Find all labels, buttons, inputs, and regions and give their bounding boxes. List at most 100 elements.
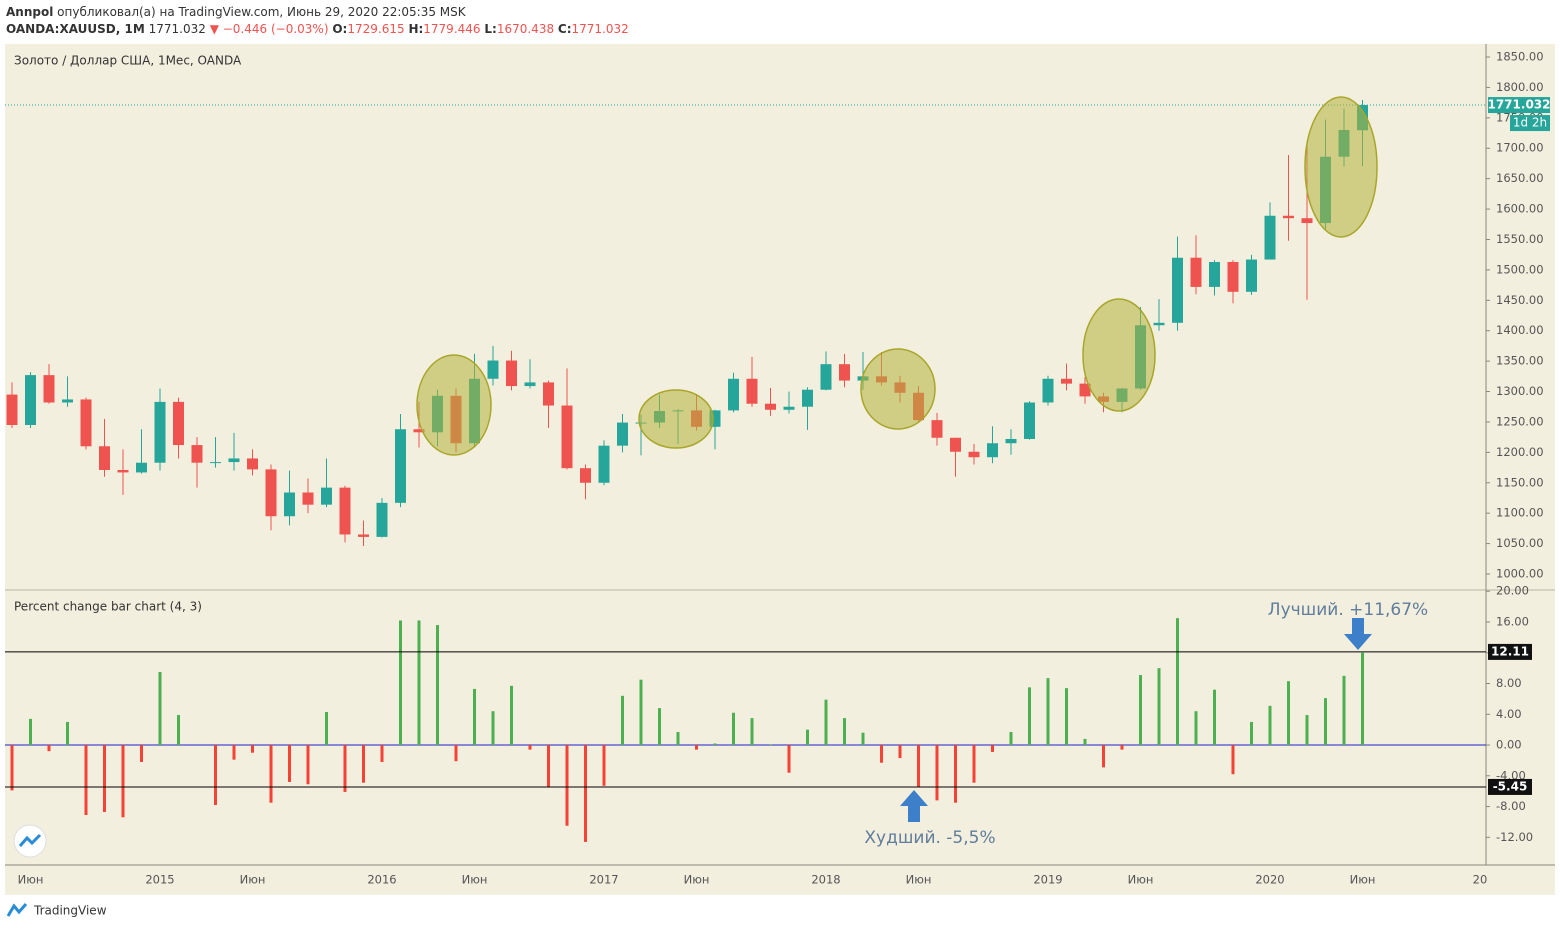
candle-body	[1061, 378, 1072, 384]
candle-body	[1209, 261, 1220, 287]
footer-brand: TradingView	[33, 904, 107, 918]
bar	[713, 743, 717, 746]
bar	[1231, 745, 1235, 775]
x-tick-label: 2015	[145, 873, 174, 887]
x-tick-label: Июн	[462, 873, 488, 887]
candle-body	[228, 458, 240, 463]
candle-body	[1153, 322, 1165, 326]
arrow-up	[900, 790, 928, 822]
bar	[214, 745, 217, 806]
candle-body	[1190, 257, 1202, 287]
candle-body	[284, 492, 295, 517]
candle-body	[43, 375, 55, 403]
bar	[1176, 618, 1179, 746]
candle-body	[820, 364, 832, 390]
candle-body	[524, 382, 536, 387]
bar	[861, 732, 865, 746]
time-axis-background	[5, 865, 1555, 895]
candle-body	[1079, 383, 1091, 397]
bar	[1028, 687, 1031, 746]
candle-body	[487, 360, 499, 379]
bar	[325, 711, 328, 746]
price-axis-background	[1486, 44, 1555, 865]
candle-body	[154, 401, 166, 463]
y-tick-label: 1050.00	[1496, 536, 1544, 550]
bar	[787, 745, 791, 773]
y-tick-label: 1500.00	[1496, 262, 1544, 276]
l-label: L:	[484, 22, 496, 36]
bar	[306, 745, 310, 785]
candle-body	[395, 429, 406, 503]
candle-body	[265, 469, 277, 517]
bar	[10, 745, 14, 791]
candle-body	[1042, 378, 1054, 403]
y-tick-label: 20.00	[1496, 584, 1529, 598]
bar	[29, 718, 32, 746]
bar	[954, 745, 957, 803]
y-tick-label: -4.00	[1496, 768, 1526, 782]
candle-body	[302, 492, 314, 505]
bar	[1083, 738, 1087, 746]
bar	[1213, 689, 1216, 746]
candle-body	[598, 445, 610, 483]
candle-body	[1264, 215, 1276, 260]
bar	[676, 731, 680, 746]
bar	[917, 745, 920, 788]
annotation: Лучший. +11,67%	[1268, 600, 1428, 620]
y-tick-label: 1800.00	[1496, 80, 1544, 94]
candle-body	[968, 451, 980, 458]
pane-title: Percent change bar chart (4, 3)	[14, 600, 202, 614]
bar	[47, 745, 51, 752]
candle-body	[321, 487, 332, 505]
arrow-down	[1344, 618, 1372, 650]
header-line-2: OANDA:XAUUSD, 1M 1771.032 ▼ −0.446 (−0.0…	[6, 22, 629, 36]
level-box	[1488, 643, 1532, 660]
candle-body	[136, 462, 147, 473]
bar	[1194, 711, 1198, 746]
candle-body	[580, 468, 591, 483]
x-tick-label: Июн	[18, 873, 44, 887]
author: Annpol	[6, 5, 53, 19]
candle-body	[802, 389, 813, 407]
candle-body	[617, 422, 628, 446]
bar	[103, 745, 106, 812]
y-tick-label: 1400.00	[1496, 323, 1544, 337]
countdown-box	[1510, 115, 1550, 132]
y-tick-label: 1300.00	[1496, 384, 1544, 398]
bar	[528, 745, 532, 750]
candle-body	[1227, 261, 1239, 292]
candle-body	[950, 437, 961, 452]
bar	[1046, 678, 1050, 746]
bar	[1342, 675, 1346, 746]
bar	[1065, 688, 1068, 746]
bar	[491, 711, 495, 746]
y-tick-label: 1100.00	[1496, 506, 1544, 520]
l-value: 1670.438	[497, 22, 554, 36]
candle-body	[99, 446, 110, 470]
y-tick-label: 1250.00	[1496, 414, 1544, 428]
x-tick-label: 20	[1473, 873, 1488, 887]
published: опубликовал(а) на TradingView.com, Июнь …	[57, 5, 467, 19]
bar	[84, 745, 88, 816]
last-price-label: 1771.032	[1487, 98, 1550, 112]
bar	[824, 699, 828, 746]
bar	[1009, 731, 1013, 746]
bar	[732, 712, 735, 746]
candle-body	[709, 410, 721, 427]
c-value: 1771.032	[572, 22, 629, 36]
o-label: O:	[332, 22, 347, 36]
h-label: H:	[408, 22, 423, 36]
bar	[1268, 705, 1272, 746]
bar	[621, 695, 624, 746]
y-tick-label: 1200.00	[1496, 445, 1544, 459]
logo-mark	[18, 833, 42, 847]
highlights	[416, 96, 1378, 456]
y-tick-label: 1700.00	[1496, 141, 1544, 155]
highlight-ellipse	[860, 348, 936, 430]
x-tick-label: 2017	[589, 873, 618, 887]
candle-body	[783, 406, 795, 410]
bar	[639, 679, 643, 746]
candle-body	[839, 364, 850, 381]
annotation: Худший. -5,5%	[864, 828, 995, 848]
